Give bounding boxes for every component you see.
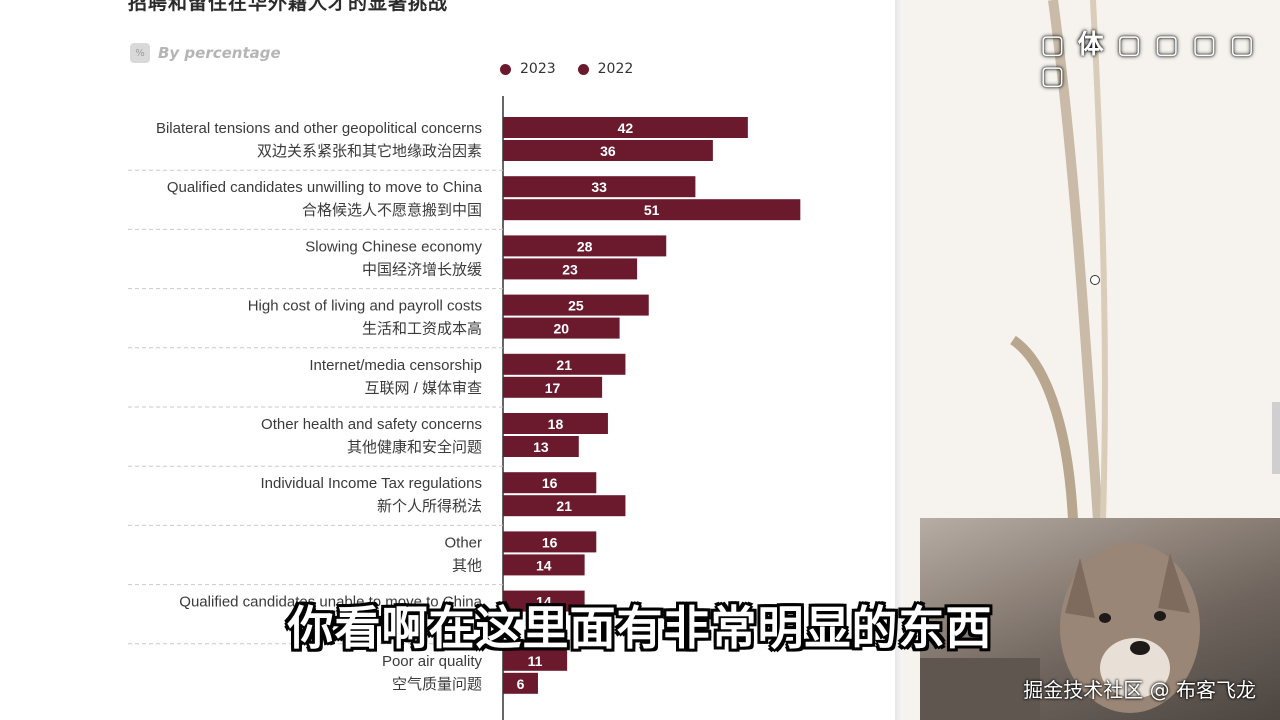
value-label-2022: 51 — [644, 202, 660, 218]
dog-eye-left — [1099, 613, 1111, 623]
category-label-en: Qualified candidates unwilling to move t… — [167, 179, 483, 196]
webcam-image — [920, 543, 1200, 720]
category-label-en: Slowing Chinese economy — [305, 238, 482, 255]
bar-2023 — [503, 413, 608, 434]
bar-2022 — [503, 258, 638, 280]
bar-2023 — [503, 531, 597, 553]
unit-label: By percentage — [158, 44, 281, 62]
value-label-2022: 14 — [536, 557, 552, 573]
category-label-en: Other health and safety concerns — [261, 416, 482, 433]
value-label-2023: 11 — [528, 653, 543, 669]
legend-label-2023: 2023 — [520, 61, 556, 77]
percentage-icon: % — [130, 43, 150, 63]
value-label-2023: 14 — [536, 594, 552, 610]
dog-nose — [1130, 641, 1150, 655]
legend-label-2022: 2022 — [597, 61, 634, 77]
dog-muzzle — [1100, 638, 1170, 698]
value-label-2023: 16 — [542, 475, 558, 491]
slide-divider — [895, 0, 903, 720]
category-label-zh: 中国经济增长放缓 — [362, 261, 482, 278]
category-label-zh: 新个人所得税法 — [377, 498, 482, 515]
category-label-zh: 互联网 / 媒体审查 — [364, 380, 482, 397]
category-label-en: Other — [444, 534, 482, 551]
watermark: 掘金技术社区 @ 布客飞龙 — [1023, 678, 1256, 702]
value-label-2022: 13 — [533, 439, 549, 455]
background-decoration — [1010, 0, 1108, 521]
bar-2023 — [503, 590, 585, 612]
decor-stroke-1 — [1048, 0, 1103, 521]
category-label-zh: 合格候选人不愿意搬到中国 — [302, 201, 482, 219]
scrollbar-handle[interactable] — [1272, 402, 1280, 474]
category-label-zh: 其他 — [452, 557, 482, 574]
category-label-zh: 双边关系紧张和其它地缘政治因素 — [257, 142, 482, 160]
bar-2022 — [503, 554, 585, 576]
value-label-2023: 21 — [556, 357, 572, 373]
top-overlay-text: ▢ 体 ▢ ▢ ▢ ▢ ▢ — [1040, 30, 1257, 91]
value-label-2022: 17 — [545, 380, 561, 396]
value-label-2023: 33 — [591, 179, 607, 195]
value-label-2022: 23 — [562, 261, 578, 277]
bar-2022 — [503, 140, 713, 161]
category-label-en: Individual Income Tax regulations — [260, 475, 482, 492]
bar-2023 — [503, 117, 748, 138]
dog-ear-right — [1158, 553, 1190, 613]
dog-ear-left — [1065, 558, 1095, 618]
bar-2023 — [503, 176, 696, 198]
value-label-2023: 25 — [568, 298, 584, 314]
value-label-2023: 16 — [542, 534, 558, 550]
bar-2023 — [503, 294, 649, 316]
value-label-2022: 6 — [517, 676, 525, 692]
value-label-2023: 42 — [618, 120, 634, 136]
bar-2022 — [503, 495, 626, 517]
bar-2023 — [503, 353, 626, 375]
category-label-zh: 其他健康和安全问题 — [347, 438, 482, 456]
legend-item-2023: 2023 — [500, 61, 556, 77]
legend-swatch-2023 — [500, 63, 511, 75]
bar-2023 — [503, 235, 667, 257]
category-label-en: Bilateral tensions and other geopolitica… — [156, 120, 482, 137]
bar-2022 — [503, 199, 801, 221]
bar-2022 — [503, 376, 603, 398]
bar-2022 — [503, 317, 620, 339]
bar-chart: Bilateral tensions and other geopolitica… — [128, 96, 801, 720]
category-label-en: Internet/media censorship — [309, 357, 482, 374]
category-label-en: Qualified candidates unable to move to C… — [179, 594, 482, 611]
value-label-2023: 28 — [577, 238, 593, 254]
background-object — [920, 658, 1040, 720]
webcam-overlay — [920, 518, 1280, 720]
category-label-en: Poor air quality — [382, 653, 483, 670]
category-label-zh: 生活和工资成本高 — [362, 321, 482, 338]
bar-2022 — [503, 436, 579, 457]
bar-2023 — [503, 649, 568, 671]
category-label-en: High cost of living and payroll costs — [248, 298, 482, 315]
value-label-2023: 18 — [548, 416, 564, 432]
chart-title: 招聘和留住在华外籍人才的显著挑战 — [128, 0, 449, 14]
cursor-icon — [1090, 275, 1100, 285]
unit-label-row: % By percentage — [130, 42, 281, 64]
decor-stroke-2 — [1090, 0, 1108, 521]
dog-eye-right — [1154, 611, 1166, 621]
legend-item-2022: 2022 — [577, 61, 634, 77]
bar-2022 — [503, 672, 538, 694]
value-label-2022: 36 — [600, 143, 616, 159]
decor-stroke-3 — [1010, 335, 1078, 521]
slide-panel: 招聘和留住在华外籍人才的显著挑战 % By percentage 2023 20… — [128, 0, 801, 720]
category-label-zh: 空气质量问题 — [392, 676, 482, 693]
bar-2023 — [503, 472, 597, 494]
value-label-2022: 21 — [556, 498, 572, 514]
value-label-2022: 20 — [554, 321, 570, 337]
chart-legend: 2023 2022 — [500, 61, 655, 77]
legend-swatch-2022 — [577, 63, 589, 75]
